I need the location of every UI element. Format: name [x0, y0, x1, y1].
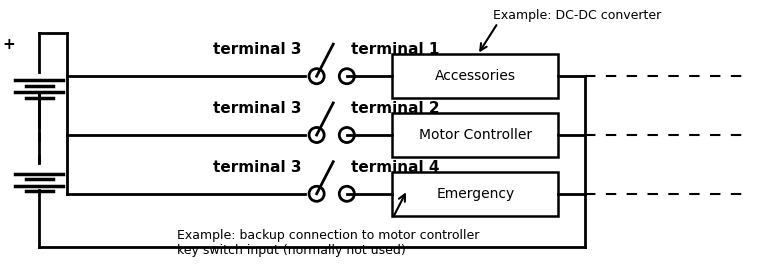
Text: terminal 2: terminal 2	[350, 101, 439, 116]
Text: Example: backup connection to motor controller
key switch input (normally not us: Example: backup connection to motor cont…	[177, 228, 480, 256]
Ellipse shape	[309, 186, 325, 201]
Ellipse shape	[309, 69, 325, 84]
Text: Accessories: Accessories	[435, 69, 516, 83]
Ellipse shape	[339, 186, 354, 201]
Bar	[392, 172, 559, 216]
Text: terminal 3: terminal 3	[213, 42, 302, 57]
Ellipse shape	[309, 127, 325, 143]
Bar	[392, 113, 559, 157]
Text: +: +	[3, 37, 15, 52]
Text: Motor Controller: Motor Controller	[419, 128, 532, 142]
Text: terminal 4: terminal 4	[350, 160, 439, 175]
Ellipse shape	[339, 127, 354, 143]
Text: Example: DC-DC converter: Example: DC-DC converter	[493, 9, 661, 22]
Text: terminal 3: terminal 3	[213, 101, 302, 116]
Text: terminal 3: terminal 3	[213, 160, 302, 175]
Text: Emergency: Emergency	[436, 187, 515, 201]
Ellipse shape	[339, 69, 354, 84]
Text: terminal 1: terminal 1	[350, 42, 439, 57]
Bar	[392, 54, 559, 98]
